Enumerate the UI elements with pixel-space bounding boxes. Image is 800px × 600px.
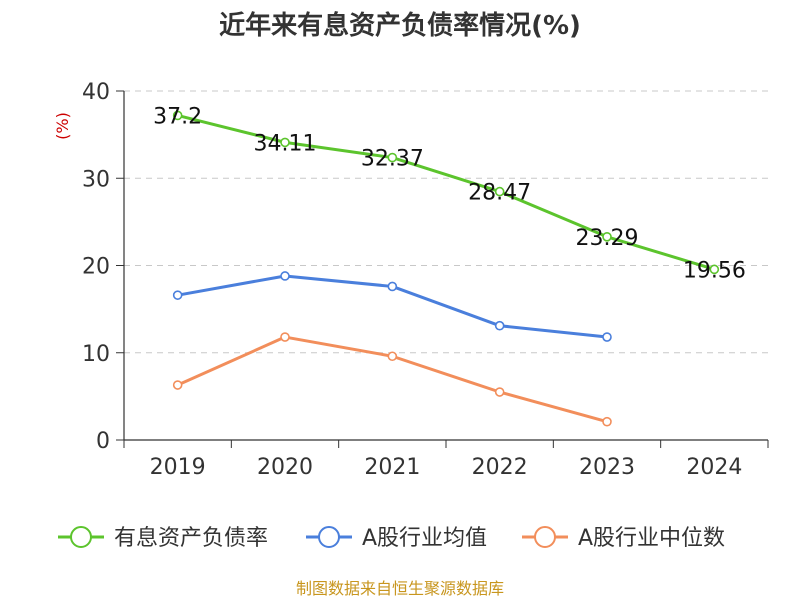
legend-marker xyxy=(534,526,556,548)
data-point xyxy=(494,320,505,331)
series-group xyxy=(172,110,720,427)
series-line-2 xyxy=(177,335,608,424)
data-point xyxy=(602,231,612,242)
y-tick-label: 30 xyxy=(82,167,110,192)
x-tick-label: 2021 xyxy=(364,455,420,480)
x-tick-label: 2022 xyxy=(472,455,528,480)
data-labels: 37.2 34.11 32.37 28.47 23.29 19.56 xyxy=(153,104,746,283)
data-point xyxy=(172,380,183,390)
y-tick-label: 20 xyxy=(82,255,110,280)
legend: 有息资产负债率 A股行业均值 A股行业中位数 xyxy=(58,526,725,551)
data-label: 23.29 xyxy=(576,226,639,251)
legend-label: 有息资产负债率 xyxy=(114,526,268,551)
y-axis-label: (%) xyxy=(53,112,72,140)
data-point xyxy=(494,387,505,397)
data-label: 32.37 xyxy=(361,147,424,172)
legend-label: A股行业均值 xyxy=(362,526,487,551)
source-note: 制图数据来自恒生聚源数据库 xyxy=(296,579,504,598)
y-tick-label: 40 xyxy=(82,80,110,105)
data-point xyxy=(280,271,290,281)
data-label: 19.56 xyxy=(683,258,746,283)
legend-marker xyxy=(70,526,92,548)
y-tick-label: 0 xyxy=(96,429,110,454)
data-point xyxy=(387,351,398,362)
data-label: 34.11 xyxy=(254,131,317,156)
data-point xyxy=(172,110,183,121)
axes xyxy=(116,90,769,448)
chart-title: 近年来有息资产负债率情况(%) xyxy=(219,10,581,41)
data-point xyxy=(709,264,720,275)
x-tick-label: 2024 xyxy=(686,455,742,480)
data-point xyxy=(602,416,612,427)
data-point xyxy=(494,186,505,197)
x-tick-labels: 2019 2020 2021 2022 2023 2024 xyxy=(150,455,743,480)
data-point xyxy=(387,152,398,163)
data-label: 37.2 xyxy=(153,104,202,129)
data-point xyxy=(280,137,290,148)
data-point xyxy=(172,290,183,300)
data-label: 28.47 xyxy=(468,181,531,206)
legend-label: A股行业中位数 xyxy=(578,526,725,551)
grid-lines xyxy=(124,90,768,354)
data-point xyxy=(280,332,290,342)
data-point xyxy=(387,281,398,292)
data-point xyxy=(602,332,612,342)
x-tick-label: 2023 xyxy=(579,455,635,480)
y-tick-label: 10 xyxy=(82,342,110,367)
x-tick-label: 2019 xyxy=(150,455,206,480)
y-tick-labels: 0 10 20 30 40 xyxy=(82,80,110,454)
legend-marker xyxy=(318,526,340,548)
series-line-0 xyxy=(177,113,715,271)
x-tick-label: 2020 xyxy=(257,455,313,480)
